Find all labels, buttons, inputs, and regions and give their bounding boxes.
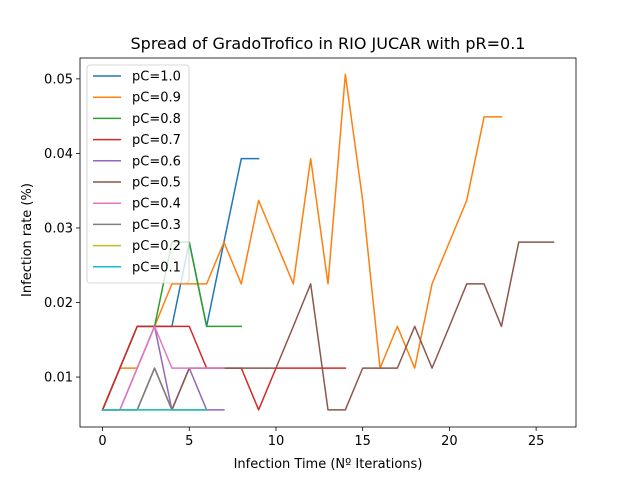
legend-label-6: pC=0.4 (132, 197, 181, 212)
legend-label-8: pC=0.2 (132, 239, 181, 254)
y-tick-label-0: 0.01 (44, 371, 73, 386)
x-tick-label-5: 25 (528, 434, 545, 449)
legend-label-7: pC=0.3 (132, 218, 181, 233)
x-tick-label-1: 5 (185, 434, 193, 449)
series-line-1 (101, 73, 503, 411)
legend-label-3: pC=0.7 (132, 133, 181, 148)
y-tick-label-4: 0.05 (44, 72, 73, 87)
x-tick-label-3: 15 (354, 434, 371, 449)
y-tick-label-2: 0.03 (44, 221, 73, 236)
x-axis-label: Infection Time (Nº Iterations) (234, 457, 423, 472)
legend-label-1: pC=0.9 (132, 91, 181, 106)
legend-label-4: pC=0.6 (132, 154, 181, 169)
y-tick-label-1: 0.02 (44, 296, 73, 311)
legend-label-9: pC=0.1 (132, 260, 181, 275)
x-tick-label-0: 0 (98, 434, 106, 449)
legend: pC=1.0 pC=0.9 pC=0.8 pC=0.7 pC=0.6 pC=0.5 pC=0… (86, 64, 190, 284)
series-line-5 (101, 241, 555, 411)
y-tick-label-3: 0.04 (44, 147, 73, 162)
chart-title: Spread of GradoTrofico in RIO JUCAR with… (131, 34, 526, 53)
legend-label-0: pC=1.0 (132, 70, 181, 85)
x-tick-label-4: 20 (441, 434, 458, 449)
legend-label-2: pC=0.8 (132, 112, 181, 127)
legend-label-5: pC=0.5 (132, 176, 181, 191)
series-line-6 (101, 325, 225, 411)
legend-box (86, 64, 190, 284)
x-tick-label-2: 10 (268, 434, 285, 449)
axes: 0 5 10 15 20 25 0.01 0.02 0.03 0.04 0.05 (44, 57, 577, 449)
axes-frame (79, 57, 577, 428)
y-axis-label: Infection rate (%) (20, 183, 35, 297)
